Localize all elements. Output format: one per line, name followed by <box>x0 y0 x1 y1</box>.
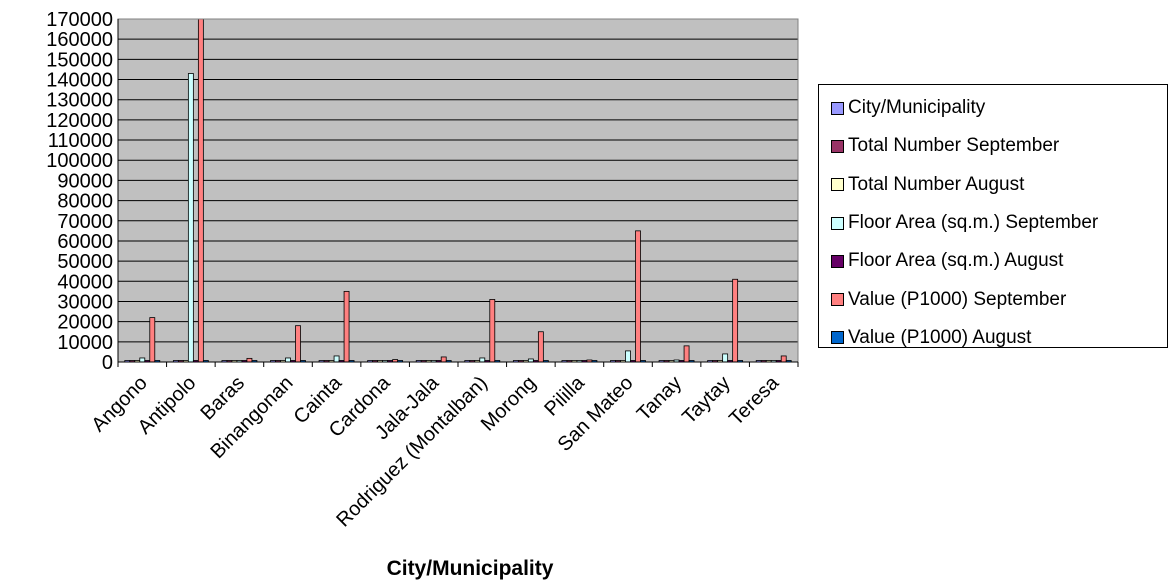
legend-label: Value (P1000) August <box>848 326 1032 348</box>
y-tick-label: 90000 <box>57 170 113 192</box>
legend: City/Municipality Total Number September T… <box>818 84 1168 348</box>
bar <box>343 290 350 363</box>
legend-swatch <box>831 101 844 115</box>
bar <box>139 357 146 363</box>
y-tick-label: 70000 <box>57 211 113 233</box>
legend-label: City/Municipality <box>848 97 986 119</box>
x-tick-label: Tanay <box>633 372 686 425</box>
y-tick-label: 80000 <box>57 191 113 213</box>
legend-label: Total Number September <box>848 135 1060 157</box>
legend-item: City/Municipality <box>831 89 1167 127</box>
y-tick-label: 140000 <box>46 70 113 92</box>
y-tick-label: 120000 <box>46 110 113 132</box>
legend-label: Value (P1000) September <box>848 288 1067 310</box>
bar <box>479 357 486 363</box>
bar <box>732 278 739 363</box>
legend-item: Total Number August <box>831 166 1167 204</box>
y-tick-label: 50000 <box>57 251 113 273</box>
y-tick-label: 170000 <box>46 9 113 31</box>
y-tick-label: 60000 <box>57 231 113 253</box>
bar <box>197 18 204 363</box>
bar <box>295 325 301 363</box>
legend-label: Floor Area (sq.m.) August <box>848 250 1064 272</box>
legend-swatch <box>831 331 844 345</box>
x-tick-labels: AngonoAntipoloBarasBinangonanCaintaCardo… <box>87 371 783 531</box>
y-tick-label: 130000 <box>46 90 113 112</box>
legend-label: Floor Area (sq.m.) September <box>848 212 1099 234</box>
y-tick-label: 0 <box>102 352 113 374</box>
axes <box>117 19 799 367</box>
x-tick-label: Taytay <box>678 372 734 428</box>
legend-swatch <box>831 139 844 153</box>
y-tick-label: 100000 <box>46 150 113 172</box>
legend-item: Total Number September <box>831 127 1167 165</box>
y-tick-label: 110000 <box>48 130 113 152</box>
legend-swatch <box>831 178 844 192</box>
y-tick-label: 160000 <box>46 29 113 51</box>
y-tick-label: 40000 <box>57 271 113 293</box>
bar <box>333 355 340 363</box>
bar <box>722 353 729 363</box>
bar <box>489 299 496 363</box>
legend-item: Floor Area (sq.m.) September <box>831 204 1167 242</box>
y-tick-labels: 0100002000030000400005000060000700008000… <box>46 9 113 374</box>
legend-item: Floor Area (sq.m.) August <box>831 242 1167 280</box>
gridlines <box>118 18 798 343</box>
bar <box>246 357 253 363</box>
x-tick-label: Morong <box>477 372 541 436</box>
legend-swatch <box>831 254 844 268</box>
y-tick-label: 30000 <box>57 291 113 313</box>
legend-swatch <box>831 293 844 307</box>
plot-area <box>118 19 798 362</box>
bar <box>187 73 194 363</box>
bar <box>683 345 690 363</box>
bar <box>635 230 641 363</box>
bar <box>285 357 291 363</box>
y-tick-label: 10000 <box>57 332 113 354</box>
bar <box>440 356 447 363</box>
legend-swatch <box>831 216 844 230</box>
bar <box>625 350 631 363</box>
bar <box>149 317 156 363</box>
y-tick-label: 20000 <box>57 312 113 334</box>
y-tick-label: 150000 <box>46 49 113 71</box>
bar <box>780 355 787 363</box>
bar <box>537 331 544 363</box>
x-axis-title: City/Municipality <box>387 557 554 580</box>
x-tick-label: Teresa <box>725 371 784 430</box>
legend-item: Value (P1000) September <box>831 280 1167 318</box>
legend-item: Value (P1000) August <box>831 319 1167 357</box>
legend-label: Total Number August <box>848 173 1025 195</box>
